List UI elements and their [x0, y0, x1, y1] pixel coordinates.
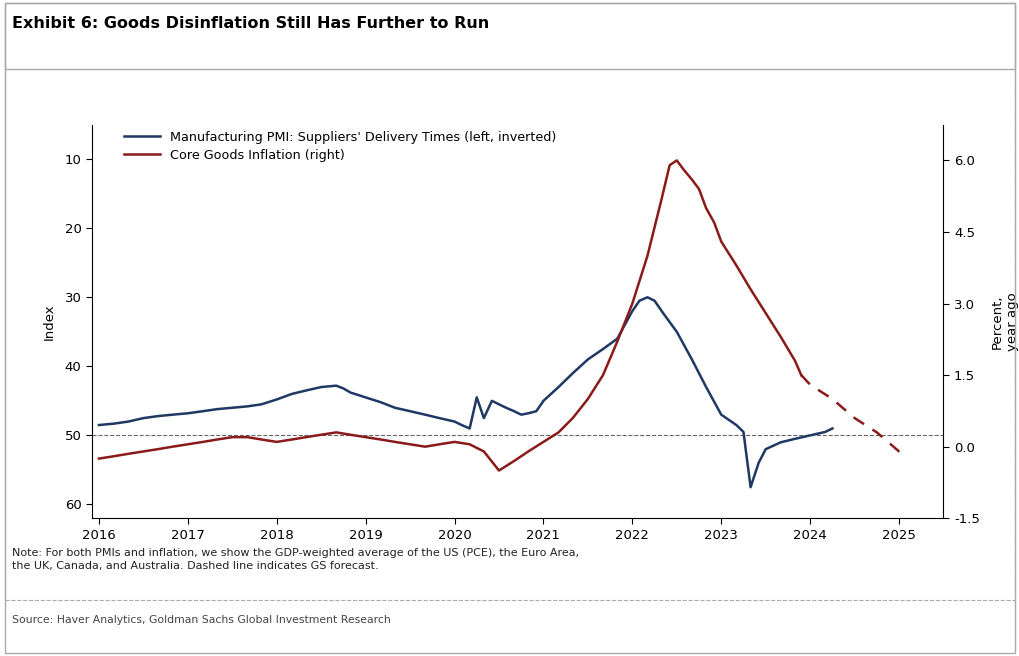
Text: Exhibit 6: Goods Disinflation Still Has Further to Run: Exhibit 6: Goods Disinflation Still Has … [12, 16, 489, 31]
Legend: Manufacturing PMI: Suppliers' Delivery Times (left, inverted), Core Goods Inflat: Manufacturing PMI: Suppliers' Delivery T… [123, 131, 555, 162]
Y-axis label: Index: Index [43, 303, 56, 340]
Y-axis label: Percent,
year ago: Percent, year ago [989, 292, 1018, 351]
Text: Note: For both PMIs and inflation, we show the GDP-weighted average of the US (P: Note: For both PMIs and inflation, we sh… [12, 548, 579, 571]
Text: Source: Haver Analytics, Goldman Sachs Global Investment Research: Source: Haver Analytics, Goldman Sachs G… [12, 615, 390, 625]
